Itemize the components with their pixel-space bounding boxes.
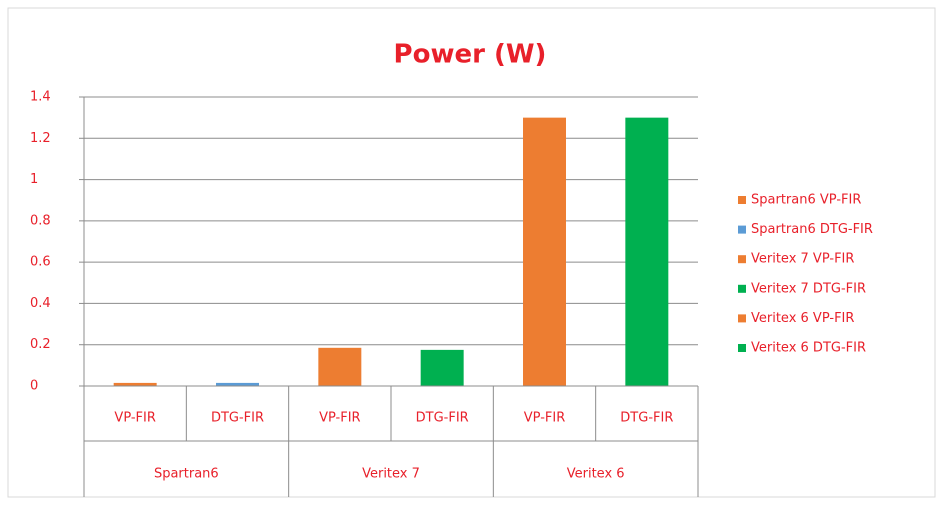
bar [625,117,669,387]
y-tick-label: 0 [30,379,38,394]
y-tick-label: 0.2 [30,337,51,352]
legend-swatch [738,196,746,204]
legend-label: Veritex 6 DTG-FIR [751,341,866,356]
legend-swatch [738,344,746,352]
y-tick-label: 1.2 [30,131,51,146]
group-label: Spartran6 [154,467,219,482]
group-label: Veritex 7 [362,467,420,482]
group-label: Veritex 6 [567,467,625,482]
legend-label: Veritex 7 VP-FIR [751,252,854,267]
y-tick-label: 0.8 [30,213,51,228]
x-tick-label: VP-FIR [319,411,360,426]
y-tick-label: 0.6 [30,255,51,270]
bar [523,117,566,387]
bar [318,347,362,386]
legend-label: Spartran6 VP-FIR [751,193,861,208]
chart-border [7,7,936,498]
y-tick-label: 1.4 [30,90,51,105]
legend-swatch [738,314,746,323]
legend-swatch [738,255,746,264]
legend-label: Spartran6 DTG-FIR [751,222,873,237]
x-tick-label: DTG-FIR [620,411,673,426]
legend-swatch [738,225,746,234]
legend-label: Veritex 6 VP-FIR [751,311,854,326]
x-tick-label: VP-FIR [524,411,565,426]
bar [216,382,259,386]
legend-swatch [738,284,746,293]
x-tick-label: DTG-FIR [416,411,469,426]
y-tick-label: 1 [30,172,38,187]
x-tick-label: DTG-FIR [211,411,264,426]
x-tick-label: VP-FIR [114,411,155,426]
bar [420,349,464,386]
chart-title: Power (W) [394,40,547,70]
y-tick-label: 0.4 [30,296,51,311]
legend-label: Veritex 7 DTG-FIR [751,281,866,296]
bar [113,382,157,386]
